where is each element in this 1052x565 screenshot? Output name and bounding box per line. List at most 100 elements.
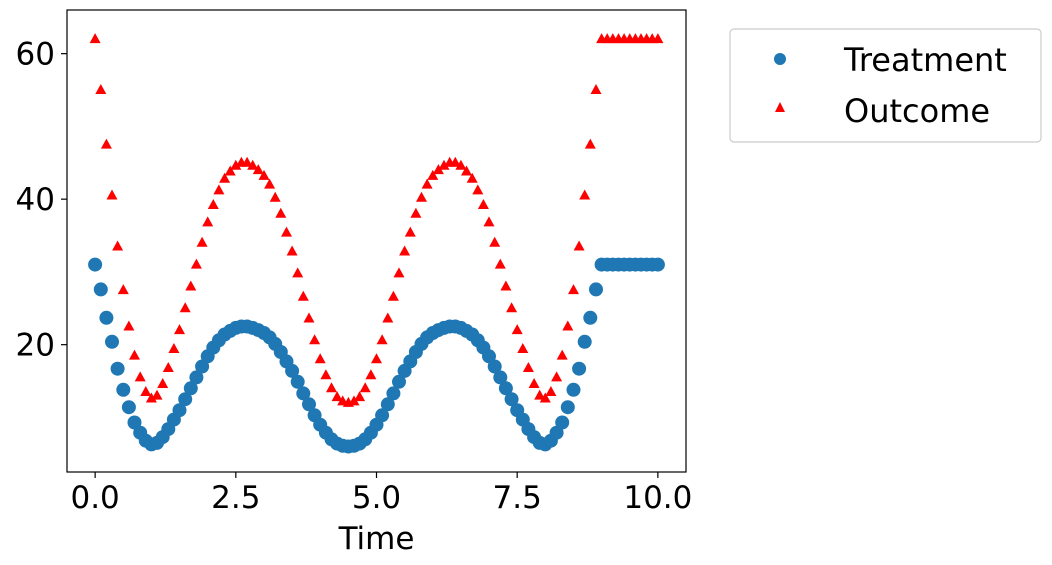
- outcome-point: [404, 226, 416, 237]
- outcome-point: [207, 199, 219, 209]
- outcome-point: [562, 320, 574, 331]
- outcome-point: [157, 378, 169, 388]
- outcome-point: [410, 207, 422, 218]
- outcome-point: [168, 343, 180, 353]
- outcome-point: [264, 178, 276, 189]
- outcome-point: [477, 199, 489, 209]
- outcome-point: [123, 320, 135, 331]
- legend-marker-outcome: [775, 102, 785, 112]
- outcome-point: [522, 362, 534, 372]
- treatment-point: [183, 381, 198, 396]
- outcome-point: [416, 191, 427, 202]
- outcome-point: [421, 178, 433, 189]
- outcome-point: [162, 362, 174, 372]
- outcome-point: [399, 245, 411, 256]
- outcome-point: [539, 392, 551, 403]
- treatment-point: [178, 392, 193, 407]
- outcome-point: [354, 391, 366, 402]
- outcome-point: [590, 84, 602, 94]
- outcome-point: [489, 236, 501, 247]
- outcome-point: [314, 353, 326, 364]
- outcome-point: [258, 169, 270, 180]
- outcome-point: [534, 389, 546, 400]
- treatment-point: [375, 408, 390, 423]
- outcome-point: [393, 267, 405, 278]
- treatment-point: [93, 282, 108, 297]
- outcome-point: [309, 334, 321, 345]
- treatment-point: [285, 363, 300, 378]
- treatment-point: [482, 349, 496, 364]
- y-tick-label: 20: [16, 328, 55, 364]
- outcome-point: [483, 216, 495, 227]
- outcome-point: [179, 302, 191, 313]
- legend: Treatment Outcome: [729, 28, 1042, 143]
- x-tick-label: 7.5: [493, 480, 542, 516]
- treatment-point: [560, 400, 575, 415]
- treatment-point: [577, 334, 592, 349]
- outcome-point: [241, 156, 253, 167]
- treatment-point: [493, 370, 508, 385]
- treatment-point: [555, 415, 570, 430]
- outcome-point: [292, 267, 304, 278]
- outcome-point: [247, 159, 259, 170]
- outcome-point: [579, 189, 591, 200]
- x-tick-label: 2.5: [211, 480, 260, 516]
- outcome-point: [297, 290, 309, 301]
- outcome-point: [551, 371, 563, 382]
- outcome-point: [269, 191, 281, 202]
- outcome-point: [432, 164, 444, 175]
- x-axis: 0.0 2.5 5.0 7.5 10.0: [70, 472, 692, 516]
- x-axis-label: Time: [338, 521, 415, 557]
- plot-frame: [66, 9, 687, 473]
- treatment-point: [487, 359, 502, 374]
- outcome-point: [112, 240, 124, 251]
- outcome-point: [134, 371, 146, 382]
- legend-marker-treatment: [774, 53, 786, 65]
- outcome-point: [382, 312, 394, 323]
- outcome-point: [252, 164, 264, 175]
- outcome-point: [556, 349, 568, 360]
- outcome-point: [427, 169, 439, 180]
- outcome-point: [106, 189, 118, 200]
- outcome-point: [466, 172, 478, 183]
- y-tick-label: 40: [16, 182, 55, 218]
- outcome-point: [461, 165, 472, 176]
- outcome-point: [359, 382, 371, 393]
- outcome-point: [190, 258, 202, 269]
- treatment-point: [116, 382, 131, 397]
- outcome-point: [511, 324, 523, 335]
- outcome-point: [140, 386, 152, 396]
- treatment-point: [127, 415, 142, 430]
- outcome-point: [303, 312, 315, 323]
- treatment-point: [189, 370, 204, 385]
- treatment-point: [88, 257, 103, 272]
- outcome-point: [652, 33, 664, 44]
- outcome-point: [281, 226, 292, 237]
- outcome-point: [213, 184, 225, 195]
- plot-area: [88, 33, 665, 454]
- y-axis: 20 40 60: [16, 37, 67, 364]
- outcome-point: [449, 156, 461, 167]
- outcome-point: [129, 349, 140, 360]
- outcome-point: [371, 353, 382, 364]
- outcome-point: [545, 386, 557, 396]
- outcome-point: [275, 207, 287, 218]
- outcome-point: [584, 138, 596, 149]
- treatment-point: [121, 400, 136, 415]
- y-tick-label: 60: [16, 37, 55, 73]
- outcome-point: [348, 395, 360, 406]
- outcome-point: [196, 236, 208, 247]
- outcome-point: [95, 84, 107, 94]
- outcome-point: [100, 138, 112, 149]
- x-tick-label: 10.0: [623, 480, 692, 516]
- treatment-point: [386, 386, 401, 401]
- treatment-point: [566, 382, 581, 397]
- outcome-point: [174, 324, 185, 335]
- legend-frame: [729, 28, 1042, 143]
- treatment-point: [392, 374, 406, 389]
- outcome-point: [89, 33, 101, 44]
- x-tick-label: 0.0: [70, 480, 119, 516]
- treatment-point: [549, 425, 564, 440]
- outcome-point: [472, 184, 484, 195]
